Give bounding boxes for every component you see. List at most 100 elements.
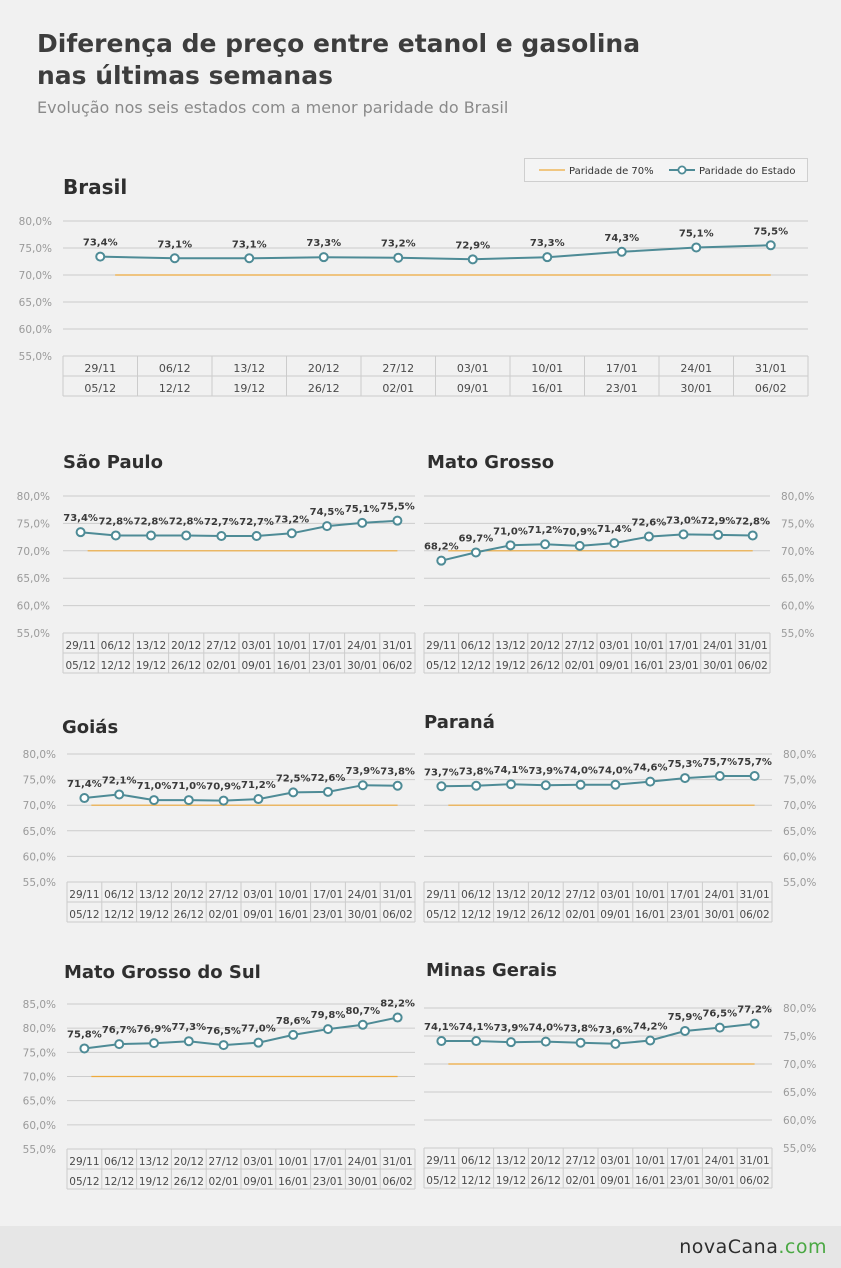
chart-title: Brasil: [63, 175, 127, 199]
x-tick-label: 05/12: [426, 909, 456, 921]
x-tick-label: 29/11: [84, 362, 116, 375]
x-tick-label: 31/01: [382, 640, 412, 652]
data-point: [643, 531, 654, 542]
data-point: [765, 240, 776, 251]
data-point: [678, 529, 689, 540]
data-point: [470, 547, 481, 558]
data-label: 72,5%: [276, 773, 311, 784]
y-tick-label: 55,0%: [783, 1143, 816, 1155]
x-tick-label: 06/02: [382, 660, 412, 672]
data-point: [392, 1012, 403, 1023]
data-point: [392, 515, 403, 526]
data-label: 72,7%: [239, 517, 274, 528]
x-tick-label: 17/01: [670, 889, 700, 901]
charts-canvas: Brasil 55,0% 60,0% 65,0% 70,0% 75,0% 80,0% 29/1…: [17, 175, 816, 1190]
x-tick-label: 20/12: [308, 362, 340, 375]
data-point: [216, 531, 227, 542]
y-tick-label: 80,0%: [19, 216, 52, 228]
x-tick-label: 06/12: [159, 362, 191, 375]
data-label: 75,9%: [668, 1012, 703, 1023]
x-tick-label: 09/01: [600, 909, 630, 921]
x-tick-label: 12/12: [104, 909, 134, 921]
y-tick-label: 70,0%: [19, 270, 52, 282]
y-tick-label: 75,0%: [23, 1047, 56, 1059]
x-tick-label: 19/12: [139, 1176, 169, 1188]
series-line: [441, 1022, 755, 1045]
x-tick-label: 29/11: [426, 889, 456, 901]
footer-bar: novaCana.com: [0, 1226, 841, 1268]
series-line: [441, 775, 755, 788]
data-label: 73,3%: [306, 238, 341, 249]
y-tick-label: 55,0%: [17, 628, 50, 640]
data-point: [149, 1038, 159, 1049]
x-tick-label: 20/12: [174, 1156, 204, 1168]
chart-legend: Paridade de 70% Paridade do Estado: [524, 158, 808, 182]
chart-title: Mato Grosso: [427, 452, 554, 473]
y-tick-label: 75,0%: [19, 243, 52, 255]
data-point: [575, 1037, 586, 1048]
data-label: 71,4%: [67, 779, 102, 790]
y-tick-label: 65,0%: [19, 297, 52, 309]
data-label: 72,6%: [632, 518, 667, 529]
data-point: [575, 779, 586, 790]
x-tick-label: 09/01: [457, 382, 489, 395]
data-label: 75,1%: [679, 228, 714, 239]
y-tick-label: 65,0%: [783, 1087, 816, 1099]
data-point: [471, 780, 482, 791]
x-tick-label: 17/01: [312, 640, 342, 652]
x-tick-label: 10/01: [635, 889, 665, 901]
y-tick-label: 60,0%: [17, 601, 50, 613]
x-tick-label: 03/01: [457, 362, 489, 375]
y-tick-label: 60,0%: [23, 851, 56, 863]
data-point: [244, 253, 255, 264]
y-tick-label: 55,0%: [783, 877, 816, 889]
data-label: 74,0%: [563, 766, 598, 777]
x-tick-label: 27/12: [208, 1156, 238, 1168]
x-tick-label: 10/01: [277, 640, 307, 652]
x-tick-label: 16/01: [634, 660, 664, 672]
x-tick-label: 26/12: [174, 909, 204, 921]
y-tick-label: 65,0%: [23, 1096, 56, 1108]
x-tick-label: 03/01: [243, 889, 273, 901]
x-tick-label: 13/12: [496, 1155, 526, 1167]
data-label: 76,7%: [102, 1025, 137, 1036]
data-point: [392, 780, 403, 791]
data-point: [749, 1018, 760, 1029]
x-tick-label: 26/12: [531, 1175, 561, 1187]
x-tick-label: 16/01: [277, 660, 307, 672]
series-line: [100, 244, 771, 261]
data-point: [393, 252, 404, 263]
x-tick-label: 19/12: [496, 909, 526, 921]
data-label: 72,9%: [455, 240, 490, 251]
data-label: 73,0%: [666, 515, 701, 526]
y-tick-label: 55,0%: [19, 351, 52, 363]
x-tick-label: 24/01: [705, 1155, 735, 1167]
data-label: 71,0%: [493, 526, 528, 537]
series-line: [84, 784, 398, 802]
chart-panel-4: Goiás 55,0% 60,0% 65,0% 70,0% 75,0% 80,0% 29/11…: [23, 717, 416, 923]
legend-graphic: Paridade de 70% Paridade do Estado: [539, 165, 795, 177]
data-point: [149, 795, 159, 806]
y-tick-label: 80,0%: [781, 491, 814, 503]
legend-state-label: Paridade do Estado: [699, 166, 795, 177]
chart-panel-3: Mato Grosso 55,0% 60,0% 65,0% 70,0% 75,0% 80,0…: [423, 452, 814, 674]
x-tick-label: 06/02: [739, 909, 769, 921]
x-tick-label: 24/01: [705, 889, 735, 901]
data-point: [318, 252, 329, 263]
data-label: 71,2%: [241, 780, 276, 791]
x-tick-label: 10/01: [635, 1155, 665, 1167]
data-point: [146, 530, 156, 541]
data-point: [357, 517, 368, 528]
data-point: [169, 253, 180, 264]
x-tick-label: 26/12: [308, 382, 340, 395]
data-label: 75,7%: [737, 757, 772, 768]
data-label: 73,1%: [232, 239, 267, 250]
chart-title: Mato Grosso do Sul: [64, 962, 261, 983]
x-tick-label: 24/01: [680, 362, 712, 375]
legend-state-swatch-marker: [677, 165, 687, 175]
data-label: 73,4%: [63, 513, 98, 524]
y-tick-label: 80,0%: [17, 491, 50, 503]
data-label: 71,2%: [528, 525, 563, 536]
chart-title: Goiás: [62, 717, 118, 738]
